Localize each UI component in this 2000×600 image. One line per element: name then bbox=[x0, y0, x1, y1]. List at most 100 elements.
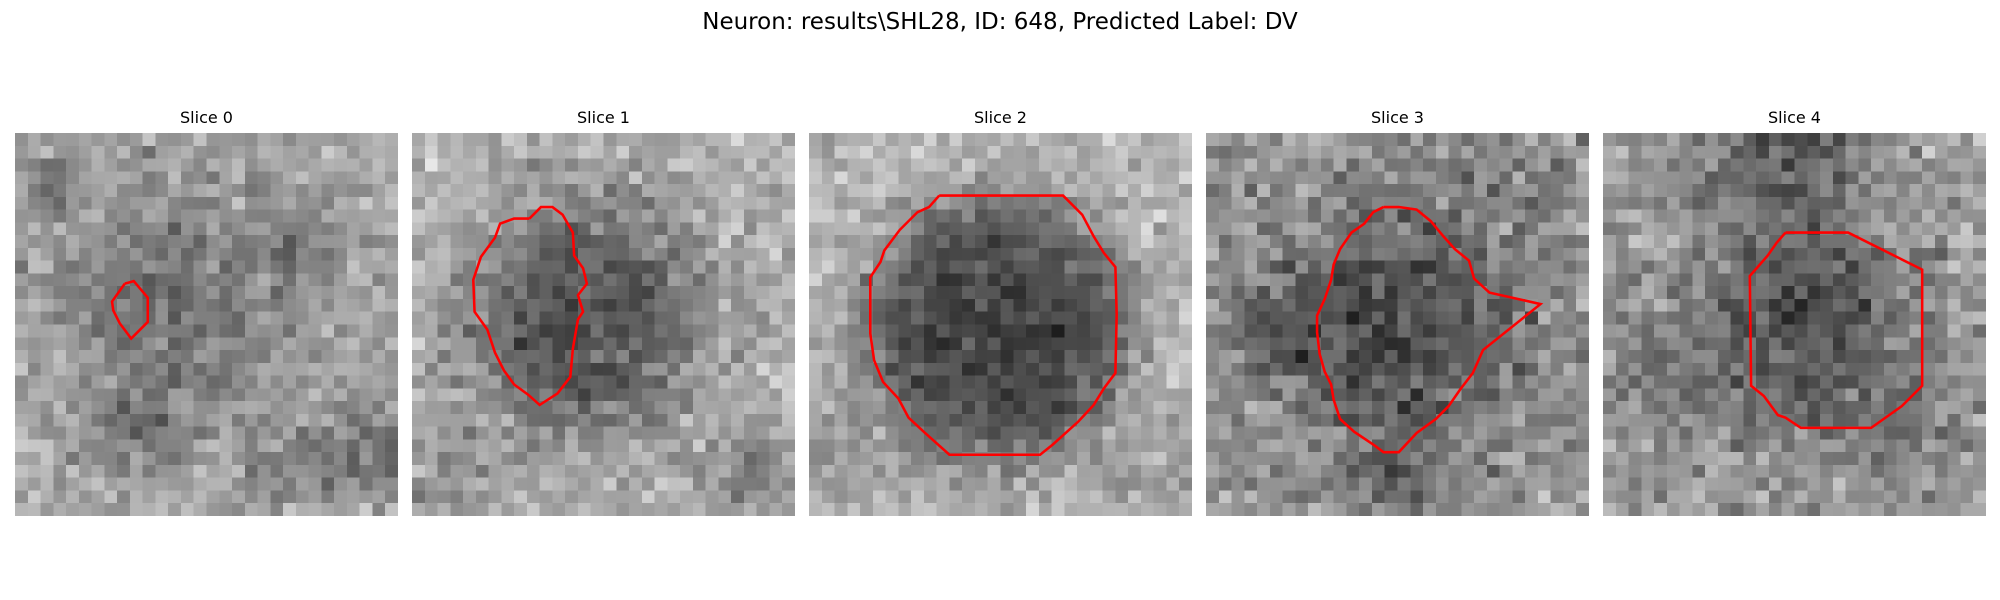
pixel bbox=[1550, 145, 1564, 159]
pixel bbox=[1026, 324, 1040, 338]
pixel bbox=[91, 375, 105, 389]
pixel bbox=[232, 439, 246, 453]
pixel bbox=[1089, 324, 1103, 338]
pixel bbox=[1909, 324, 1923, 338]
pixel bbox=[1692, 464, 1706, 478]
pixel bbox=[321, 401, 335, 415]
pixel bbox=[1641, 311, 1655, 325]
slice-image bbox=[15, 133, 398, 516]
pixel bbox=[346, 439, 360, 453]
pixel bbox=[1705, 464, 1719, 478]
pixel bbox=[142, 375, 156, 389]
pixel bbox=[1499, 247, 1513, 261]
pixel bbox=[1883, 439, 1897, 453]
pixel bbox=[1140, 350, 1154, 364]
pixel bbox=[1013, 477, 1027, 491]
pixel bbox=[1461, 196, 1475, 210]
pixel bbox=[629, 503, 643, 516]
pixel bbox=[1179, 286, 1192, 300]
pixel bbox=[308, 337, 322, 351]
pixel bbox=[743, 401, 757, 415]
pixel bbox=[1218, 477, 1232, 491]
pixel bbox=[1858, 452, 1872, 466]
pixel bbox=[1397, 298, 1411, 312]
pixel bbox=[1717, 490, 1731, 504]
pixel bbox=[1641, 503, 1655, 516]
pixel bbox=[809, 439, 823, 453]
pixel bbox=[283, 286, 297, 300]
pixel bbox=[680, 196, 694, 210]
pixel bbox=[308, 375, 322, 389]
pixel bbox=[1679, 350, 1693, 364]
pixel bbox=[66, 503, 80, 516]
pixel bbox=[718, 324, 732, 338]
pixel bbox=[1512, 145, 1526, 159]
pixel bbox=[424, 503, 438, 516]
pixel bbox=[860, 503, 874, 516]
pixel bbox=[424, 298, 438, 312]
pixel bbox=[359, 171, 373, 185]
pixel bbox=[66, 273, 80, 287]
pixel bbox=[962, 324, 976, 338]
pixel bbox=[1756, 337, 1770, 351]
pixel bbox=[308, 311, 322, 325]
pixel bbox=[1807, 286, 1821, 300]
pixel bbox=[1934, 388, 1948, 402]
pixel bbox=[962, 247, 976, 261]
pixel bbox=[488, 298, 502, 312]
pixel bbox=[129, 311, 143, 325]
pixel bbox=[821, 324, 835, 338]
pixel bbox=[193, 413, 207, 427]
pixel bbox=[475, 350, 489, 364]
pixel bbox=[603, 413, 617, 427]
pixel bbox=[1692, 311, 1706, 325]
pixel bbox=[1231, 311, 1245, 325]
pixel bbox=[1448, 426, 1462, 440]
pixel bbox=[257, 158, 271, 172]
pixel bbox=[463, 298, 477, 312]
pixel bbox=[321, 145, 335, 159]
pixel bbox=[1883, 209, 1897, 223]
pixel bbox=[295, 350, 309, 364]
pixel bbox=[1537, 158, 1551, 172]
pixel bbox=[1371, 235, 1385, 249]
pixel bbox=[885, 503, 899, 516]
pixel bbox=[1397, 401, 1411, 415]
pixel bbox=[731, 247, 745, 261]
pixel bbox=[680, 362, 694, 376]
pixel bbox=[1743, 503, 1757, 516]
pixel bbox=[129, 222, 143, 236]
pixel bbox=[346, 158, 360, 172]
pixel bbox=[180, 401, 194, 415]
pixel bbox=[680, 273, 694, 287]
pixel bbox=[66, 171, 80, 185]
pixel bbox=[1244, 452, 1258, 466]
pixel bbox=[1244, 350, 1258, 364]
pixel bbox=[1654, 490, 1668, 504]
pixel bbox=[1960, 133, 1974, 147]
pixel bbox=[1679, 222, 1693, 236]
pixel bbox=[66, 247, 80, 261]
pixel bbox=[1051, 133, 1065, 147]
pixel bbox=[1179, 133, 1192, 147]
pixel bbox=[1781, 171, 1795, 185]
pixel bbox=[450, 362, 464, 376]
pixel bbox=[1051, 311, 1065, 325]
pixel bbox=[1346, 388, 1360, 402]
pixel bbox=[1295, 260, 1309, 274]
pixel bbox=[104, 311, 118, 325]
pixel bbox=[1448, 184, 1462, 198]
pixel bbox=[1641, 388, 1655, 402]
pixel bbox=[1026, 362, 1040, 376]
pixel bbox=[424, 286, 438, 300]
pixel bbox=[53, 362, 67, 376]
pixel bbox=[219, 209, 233, 223]
pixel bbox=[705, 209, 719, 223]
pixel bbox=[1525, 401, 1539, 415]
pixel bbox=[718, 171, 732, 185]
pixel bbox=[334, 388, 348, 402]
pixel bbox=[412, 311, 426, 325]
pixel bbox=[1807, 477, 1821, 491]
pixel bbox=[514, 426, 528, 440]
pixel bbox=[743, 286, 757, 300]
